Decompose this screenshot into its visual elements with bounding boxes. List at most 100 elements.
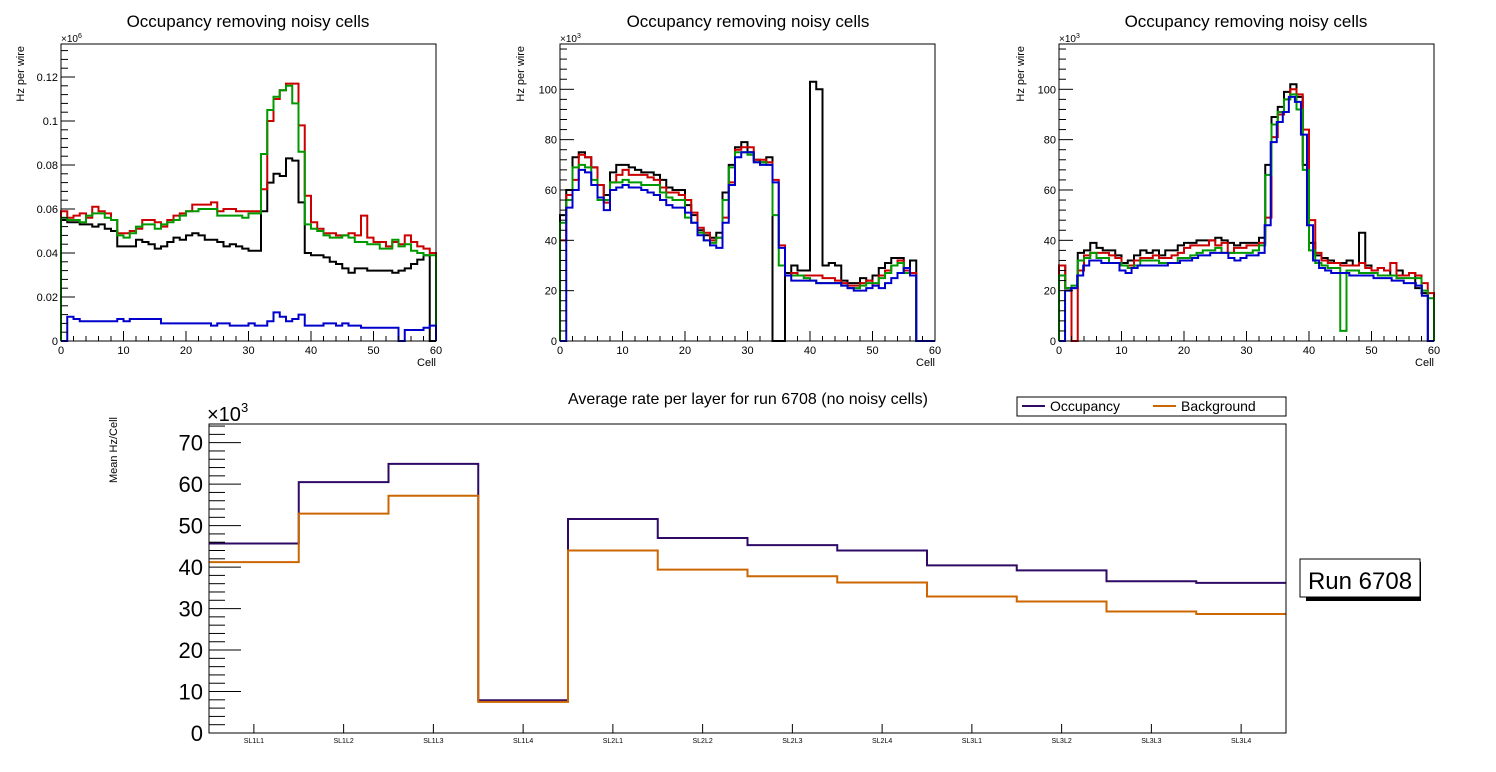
y-tick-label: 100 (539, 84, 557, 96)
series-green (60, 84, 437, 341)
x-tick-label: 60 (929, 345, 941, 357)
y-tick-label: 100 (1038, 84, 1056, 96)
series-background (209, 494, 1286, 703)
y-tick-label: 0.08 (37, 160, 58, 172)
x-tick-label: SL3L1 (962, 738, 982, 745)
x-tick-label: 10 (117, 345, 129, 357)
histogram-panel-2: Occupancy removing noisy cells 0 20 40 60 80 1… (515, 12, 941, 369)
series-black (559, 80, 935, 342)
x-tick-label: 40 (1303, 345, 1315, 357)
legend: Occupancy Background (1016, 396, 1287, 417)
series-blue (560, 151, 935, 342)
legend-box (1016, 396, 1287, 417)
series-red (559, 146, 935, 342)
series-black (1058, 83, 1434, 342)
y-tick-label: 70 (179, 431, 203, 456)
histogram-panel-1: Occupancy removing noisy cells 0 0.02 0.04 0… (15, 12, 442, 369)
y-tick-label: 0.12 (37, 72, 58, 84)
legend-label-occupancy: Occupancy (1050, 398, 1120, 414)
plot-frame (1058, 43, 1435, 342)
y-tick-label: 0 (52, 336, 58, 348)
y-tick-label: 10 (179, 680, 203, 705)
x-tick-label: 0 (1056, 345, 1062, 357)
chart-title: Occupancy removing noisy cells (627, 12, 870, 31)
series-black (60, 157, 436, 342)
x-tick-label: 50 (367, 345, 379, 357)
x-tick-label: 20 (1178, 345, 1190, 357)
y-tick-label: 80 (545, 135, 557, 147)
y-axis-label: Hz per wire (1015, 46, 1027, 102)
y-tick-label: 40 (179, 555, 203, 580)
annotation-text: Run 6708 (1308, 568, 1412, 595)
y-tick-label: 40 (545, 235, 557, 247)
y-axis-label: Hz per wire (515, 46, 527, 102)
y-tick-label: 40 (1044, 235, 1056, 247)
y-tick-label: 0.04 (37, 248, 58, 260)
y-tick-label: 0.06 (37, 204, 58, 216)
y-tick-label: 60 (179, 472, 203, 497)
y-tick-label: 50 (179, 514, 203, 539)
x-tick-label: SL1L1 (244, 738, 264, 745)
x-tick-label: SL3L4 (1231, 738, 1251, 745)
x-tick-label: 40 (305, 345, 317, 357)
x-tick-label: 50 (866, 345, 878, 357)
y-tick-label: 20 (1044, 286, 1056, 298)
y-tick-label: 0 (191, 721, 203, 746)
series-green (1058, 93, 1435, 341)
chart-title: Occupancy removing noisy cells (1125, 12, 1368, 31)
series-green (559, 151, 935, 342)
x-tick-label: 60 (430, 345, 442, 357)
x-tick-label: 60 (1428, 345, 1440, 357)
y-tick-label: 0.1 (43, 116, 58, 128)
x-tick-label: 20 (180, 345, 192, 357)
plot-frame (559, 43, 936, 342)
y-multiplier-label: ×106 (61, 33, 82, 45)
series-red (60, 82, 437, 341)
series-occupancy (209, 462, 1286, 702)
y-tick-label: 0.02 (37, 292, 58, 304)
x-tick-label: 20 (679, 345, 691, 357)
chart-title: Average rate per layer for run 6708 (no … (568, 391, 928, 408)
chart-title: Occupancy removing noisy cells (127, 12, 370, 31)
y-tick-label: 80 (1044, 135, 1056, 147)
plot-frame (60, 43, 437, 342)
x-tick-label: 30 (1240, 345, 1252, 357)
x-tick-label: SL2L4 (872, 738, 892, 745)
y-axis-label: Mean Hz/Cell (108, 417, 120, 483)
y-tick-label: 20 (545, 286, 557, 298)
series-red (1058, 88, 1435, 342)
y-tick-label: 0 (1050, 336, 1056, 348)
histogram-panel-3: Occupancy removing noisy cells 0 20 40 60 80 1… (1015, 12, 1440, 369)
series-blue (1059, 95, 1434, 342)
y-multiplier-label: ×103 (1059, 33, 1080, 45)
x-tick-label: 40 (804, 345, 816, 357)
x-tick-label: SL2L1 (603, 738, 623, 745)
y-tick-label: 20 (179, 638, 203, 663)
y-multiplier-label: ×103 (207, 400, 248, 426)
x-tick-label: 30 (741, 345, 753, 357)
x-tick-label: 50 (1365, 345, 1377, 357)
x-tick-label: 10 (1115, 345, 1127, 357)
x-tick-label: 0 (557, 345, 563, 357)
x-tick-label: SL1L2 (334, 738, 354, 745)
y-tick-label: 60 (545, 185, 557, 197)
y-axis-label: Hz per wire (15, 46, 27, 102)
x-tick-label: SL1L3 (423, 738, 443, 745)
x-axis-label: Cell (916, 357, 935, 369)
y-tick-label: 60 (1044, 185, 1056, 197)
x-tick-label: SL3L3 (1141, 738, 1161, 745)
series-blue (61, 311, 437, 342)
y-tick-label: 30 (179, 597, 203, 622)
x-tick-label: 0 (58, 345, 64, 357)
legend-label-background: Background (1181, 398, 1256, 414)
plot-frame (208, 423, 1287, 734)
y-tick-label: 0 (551, 336, 557, 348)
x-axis-label: Cell (417, 357, 436, 369)
x-tick-label: SL2L3 (782, 738, 802, 745)
layer-rate-panel: Average rate per layer for run 6708 (no … (108, 391, 1421, 746)
x-tick-label: SL1L4 (513, 738, 533, 745)
x-tick-label: SL3L2 (1052, 738, 1072, 745)
x-tick-label: SL2L2 (693, 738, 713, 745)
y-multiplier-label: ×103 (560, 33, 581, 45)
